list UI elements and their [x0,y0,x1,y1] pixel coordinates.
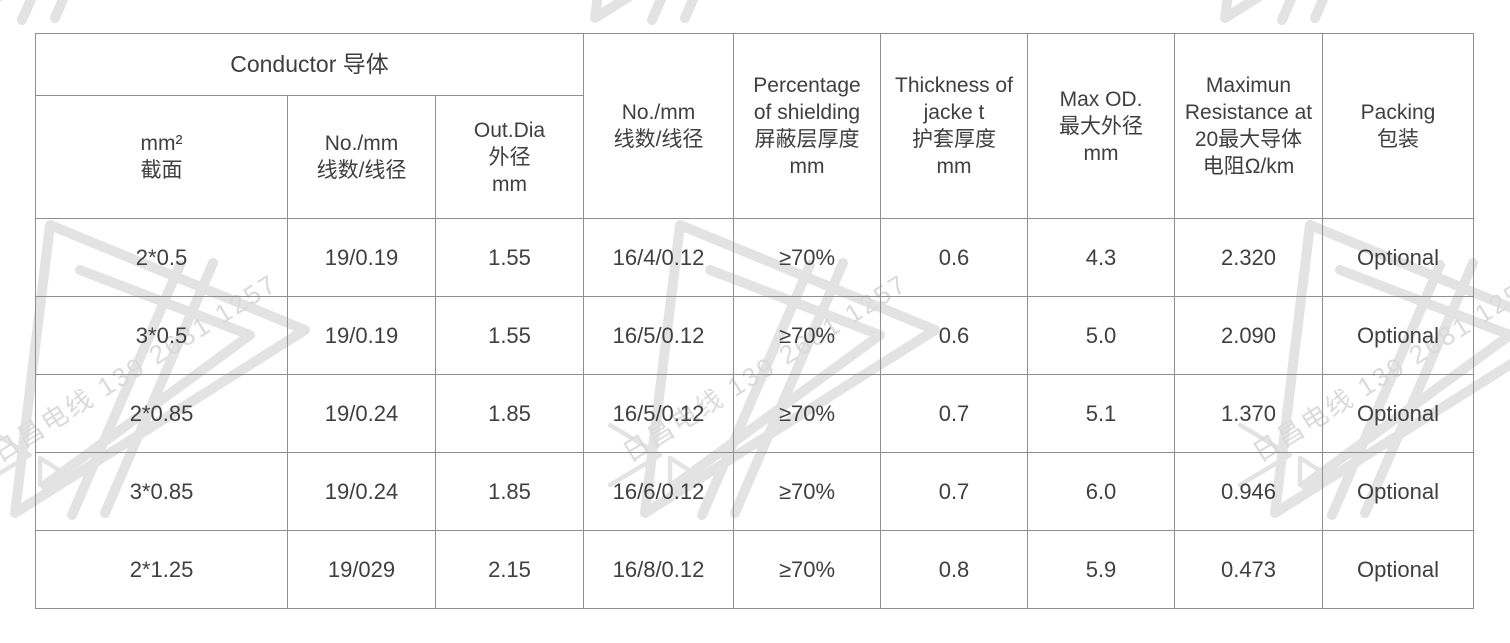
table-row: 2*1.25 19/029 2.15 16/8/0.12 ≥70% 0.8 5.… [35,530,1474,609]
table-cell: Optional [1322,296,1474,375]
table-cell: 5.0 [1027,296,1175,375]
header-cell-jacket-thickness: Thickness of jacke t 护套厚度 mm [880,33,1028,219]
spec-table: Conductor 导体 No./mm 线数/线径 Percentage of … [35,33,1474,609]
table-cell: 1.370 [1174,374,1323,453]
header-cell-conductor-group: Conductor 导体 [35,33,584,96]
table-cell: 1.85 [435,452,584,531]
table-cell: 0.7 [880,452,1028,531]
table-cell: 19/0.19 [287,296,436,375]
table-cell: 16/4/0.12 [583,218,734,297]
table-cell: 2.090 [1174,296,1323,375]
table-cell: 3*0.5 [35,296,288,375]
table-cell: 2*1.25 [35,530,288,609]
table-cell: 0.6 [880,218,1028,297]
table-cell: ≥70% [733,296,881,375]
header-cell-max-od: Max OD. 最大外径 mm [1027,33,1175,219]
table-cell: 1.85 [435,374,584,453]
table-cell: 0.8 [880,530,1028,609]
table-cell: 2*0.85 [35,374,288,453]
table-cell: Optional [1322,452,1474,531]
table-cell: 19/0.19 [287,218,436,297]
table-cell: 16/5/0.12 [583,296,734,375]
table-cell: 0.946 [1174,452,1323,531]
header-cell-out-dia: Out.Dia 外径 mm [435,95,584,219]
table-cell: 16/5/0.12 [583,374,734,453]
table-cell: 2.320 [1174,218,1323,297]
table-row: 3*0.85 19/0.24 1.85 16/6/0.12 ≥70% 0.7 6… [35,452,1474,531]
table-cell: 19/0.24 [287,452,436,531]
table-cell: Optional [1322,374,1474,453]
table-row: 2*0.85 19/0.24 1.85 16/5/0.12 ≥70% 0.7 5… [35,374,1474,453]
table-cell: Optional [1322,218,1474,297]
table-cell: 2.15 [435,530,584,609]
table-cell: ≥70% [733,530,881,609]
table-cell: 6.0 [1027,452,1175,531]
header-group-row: Conductor 导体 No./mm 线数/线径 Percentage of … [35,33,1474,219]
table-cell: ≥70% [733,374,881,453]
table-cell: 5.1 [1027,374,1175,453]
header-cell-no-mm: No./mm 线数/线径 [583,33,734,219]
table-cell: 16/8/0.12 [583,530,734,609]
table-cell: 19/0.24 [287,374,436,453]
table-cell: ≥70% [733,452,881,531]
table-cell: 1.55 [435,218,584,297]
table-cell: 0.473 [1174,530,1323,609]
table-cell: 4.3 [1027,218,1175,297]
table-cell: 2*0.5 [35,218,288,297]
table-cell: 0.6 [880,296,1028,375]
table-cell: 3*0.85 [35,452,288,531]
header-cell-max-resistance: Maximun Resistance at 20最大导体 电阻Ω/km [1174,33,1323,219]
table-cell: 19/029 [287,530,436,609]
table-cell: 0.7 [880,374,1028,453]
header-cell-shielding: Percentage of shielding 屏蔽层厚度 mm [733,33,881,219]
header-cell-conductor-no-mm: No./mm 线数/线径 [287,95,436,219]
table-cell: 5.9 [1027,530,1175,609]
table-cell: 1.55 [435,296,584,375]
table-row: 2*0.5 19/0.19 1.55 16/4/0.12 ≥70% 0.6 4.… [35,218,1474,297]
table-cell: Optional [1322,530,1474,609]
table-row: 3*0.5 19/0.19 1.55 16/5/0.12 ≥70% 0.6 5.… [35,296,1474,375]
header-cell-packing: Packing 包装 [1322,33,1474,219]
table-cell: ≥70% [733,218,881,297]
table-cell: 16/6/0.12 [583,452,734,531]
header-sub-row: mm² 截面 No./mm 线数/线径 Out.Dia 外径 mm [35,95,1474,219]
header-cell-mm2: mm² 截面 [35,95,288,219]
